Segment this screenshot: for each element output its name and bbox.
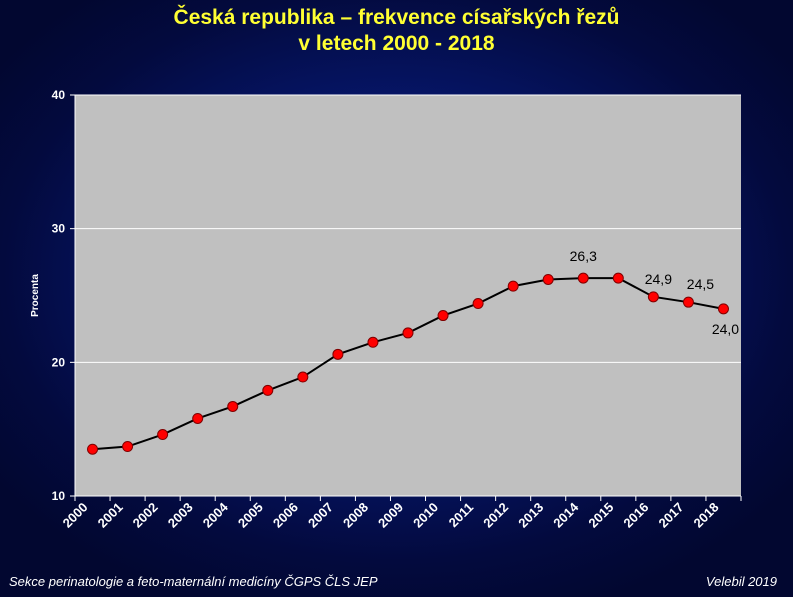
data-point: [332, 348, 344, 360]
x-tick-label: 2006: [270, 500, 301, 531]
data-point: [612, 272, 624, 284]
x-tick-label: 2004: [200, 499, 232, 531]
data-point: [682, 296, 694, 308]
x-tick-label: 2017: [655, 500, 686, 531]
data-point: [297, 371, 309, 383]
y-tick-label: 40: [52, 88, 66, 102]
x-tick-label: 2001: [95, 500, 126, 531]
x-tick-label: 2013: [515, 500, 546, 531]
x-tick-label: 2011: [446, 500, 477, 531]
chart-title-line2: v letech 2000 - 2018: [298, 32, 495, 55]
data-label: 26,3: [570, 248, 597, 264]
data-point: [577, 272, 589, 284]
data-point: [717, 303, 729, 315]
x-tick-label: 2018: [691, 500, 722, 531]
y-axis-label: Procenta: [30, 274, 41, 317]
y-tick-labels: 10 20 30 40: [52, 88, 66, 503]
y-tick-label: 10: [52, 489, 66, 503]
x-tick-label: 2010: [410, 500, 441, 531]
x-tick-label: 2014: [550, 499, 582, 531]
data-point: [192, 412, 204, 424]
x-tick-label: 2000: [60, 500, 91, 531]
x-tick-label: 2009: [375, 500, 406, 531]
data-label: 24,5: [687, 276, 714, 292]
data-point: [542, 273, 554, 285]
data-point: [122, 441, 134, 453]
y-tick-label: 20: [52, 355, 66, 369]
x-tick-labels: 2000 2001 2002 2003 2004 2005 2006 2007 2008 2009…: [60, 499, 722, 531]
x-tick-label: 2005: [235, 500, 266, 531]
data-point: [262, 384, 274, 396]
footer-author: Velebil 2019: [705, 574, 777, 589]
footer-source: Sekce perinatologie a feto-maternální me…: [9, 574, 378, 589]
data-point: [437, 310, 449, 322]
x-tick-label: 2015: [585, 500, 616, 531]
data-label: 24,0: [712, 321, 739, 337]
data-point: [157, 429, 169, 441]
data-point: [87, 443, 99, 455]
data-label: 24,9: [645, 271, 672, 287]
gridlines: [75, 94, 741, 363]
data-point: [227, 400, 239, 412]
chart-title-line1: Česká republika – frekvence císařských ř…: [173, 6, 620, 29]
plot-area: [75, 95, 741, 496]
y-tick-label: 30: [52, 222, 66, 236]
x-tick-label: 2016: [620, 500, 651, 531]
x-tick-label: 2012: [480, 500, 511, 531]
data-point: [647, 291, 659, 303]
data-point: [367, 336, 379, 348]
axes: [70, 94, 742, 501]
data-point: [507, 280, 519, 292]
x-tick-label: 2002: [130, 500, 161, 531]
x-tick-label: 2007: [305, 500, 336, 531]
x-tick-label: 2008: [340, 500, 371, 531]
data-point: [472, 298, 484, 310]
data-labels: 26,3 24,9 24,5 24,0: [570, 248, 740, 337]
data-markers: [87, 272, 729, 455]
data-point: [402, 327, 414, 339]
x-tick-label: 2003: [165, 500, 196, 531]
